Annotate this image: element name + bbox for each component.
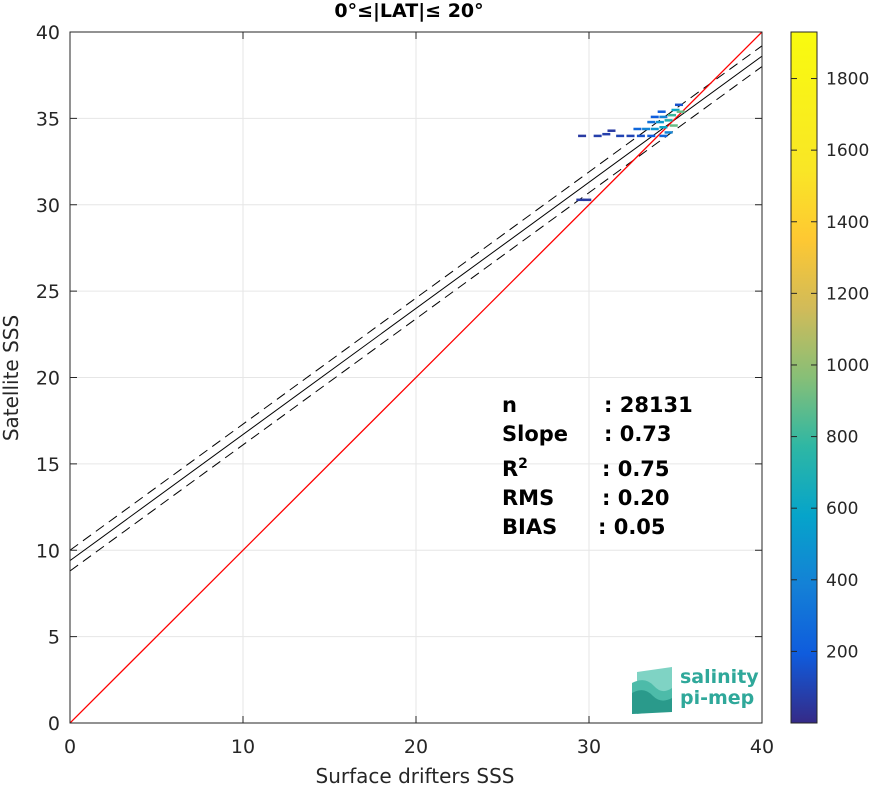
density-point — [607, 129, 616, 132]
colorbar-tick-label: 400 — [826, 571, 858, 591]
density-point — [650, 115, 659, 119]
colorbar-ticks: 200 400 600 800 1000 1200 1400 1600 1800 — [791, 70, 869, 662]
density-point — [664, 119, 673, 122]
y-tick-label: 20 — [36, 368, 60, 390]
colorbar — [790, 31, 818, 724]
stat-label: Slope — [502, 422, 568, 446]
density-point — [668, 113, 677, 117]
density-point — [578, 134, 587, 138]
salinity-logo: salinity pi-mep — [632, 666, 759, 714]
colorbar-tick-label: 1200 — [826, 284, 869, 304]
density-point — [636, 134, 645, 138]
axis-ticks: 0 10 20 30 40 0 5 10 15 20 25 30 35 40 — [36, 22, 774, 758]
colorbar-tick-label: 1800 — [826, 70, 869, 90]
density-point — [659, 115, 668, 119]
density-point — [650, 127, 659, 131]
density-point — [657, 110, 666, 113]
logo-line2: pi-mep — [680, 687, 754, 709]
colorbar-tick-label: 1400 — [826, 213, 869, 233]
density-point — [664, 131, 673, 134]
density-point — [659, 134, 668, 138]
data-layer — [70, 32, 762, 723]
stat-value: : 0.75 — [602, 457, 670, 481]
density-point — [669, 124, 678, 127]
x-tick-label: 40 — [750, 736, 774, 758]
y-tick-label: 40 — [36, 22, 60, 44]
y-tick-label: 0 — [48, 713, 60, 735]
x-axis-title: Surface drifters SSS — [316, 764, 515, 786]
density-point — [655, 120, 664, 124]
colorbar-tick-label: 200 — [826, 642, 858, 662]
density-point — [671, 108, 680, 112]
identity-line — [70, 32, 762, 723]
regression-line — [70, 55, 762, 562]
x-tick-label: 10 — [231, 736, 255, 758]
y-tick-label: 35 — [36, 108, 60, 130]
y-tick-label: 15 — [36, 454, 60, 476]
colorbar-tick-label: 800 — [826, 428, 858, 448]
density-point — [633, 127, 642, 131]
y-tick-label: 30 — [36, 195, 60, 217]
density-point — [602, 132, 611, 136]
colorbar-tick-label: 600 — [826, 499, 858, 519]
density-point — [616, 134, 625, 138]
colorbar-tick-label: 1000 — [826, 356, 869, 376]
chart-title: 0°≤|LAT|≤ 20° — [334, 0, 483, 22]
density-point — [647, 120, 656, 124]
logo-line1: salinity — [680, 666, 759, 688]
density-point — [674, 103, 683, 107]
y-axis-title: Satellite SSS — [0, 315, 23, 441]
stat-value: : 0.73 — [604, 422, 672, 446]
y-tick-label: 25 — [36, 281, 60, 303]
density-point — [659, 126, 668, 129]
density-point — [676, 110, 685, 113]
density-point — [626, 134, 635, 138]
confidence-line — [70, 66, 762, 572]
colorbar-tick-label: 1600 — [826, 141, 869, 161]
wave-icon — [632, 667, 672, 714]
stat-value: : 28131 — [604, 393, 693, 417]
stat-label: n — [502, 393, 517, 417]
x-tick-label: 20 — [404, 736, 428, 758]
y-tick-label: 5 — [48, 627, 60, 649]
stat-label: BIAS — [502, 515, 557, 539]
y-tick-label: 10 — [36, 540, 60, 562]
density-point — [647, 134, 656, 138]
x-tick-label: 30 — [577, 736, 601, 758]
density-point — [583, 198, 592, 202]
stat-label-sup: 2 — [518, 456, 528, 472]
stat-value: : 0.20 — [602, 486, 670, 510]
stat-label: RMS — [502, 486, 554, 510]
density-point — [576, 198, 585, 202]
stat-value: : 0.05 — [598, 515, 666, 539]
density-point — [593, 134, 602, 138]
density-point — [642, 127, 651, 131]
x-tick-label: 0 — [64, 736, 76, 758]
